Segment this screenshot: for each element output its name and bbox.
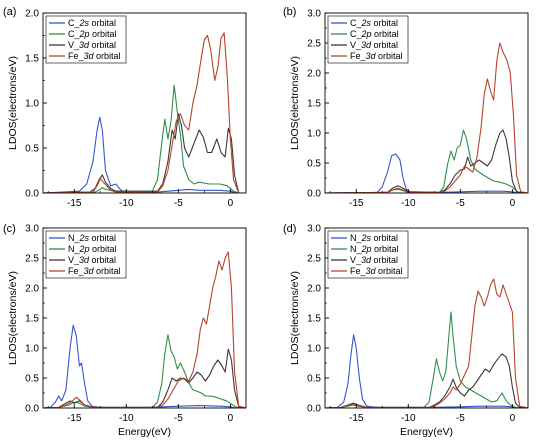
panel-letter: (b) <box>283 6 296 18</box>
x-tick-label: -10 <box>401 198 416 209</box>
y-tick-label: 1.0 <box>307 344 321 355</box>
x-tick-label: -5 <box>174 198 183 209</box>
x-tick-label: 0 <box>510 198 516 209</box>
panel-letter: (c) <box>3 223 16 235</box>
legend-box <box>327 230 409 279</box>
panel-a: (a) -15 -10 -5 0 0.0 0.5 1.0 1.5 2.0 LDOS(electron… <box>3 6 247 209</box>
y-tick-label: 2.0 <box>307 69 321 80</box>
x-tick-label: 0 <box>228 198 234 209</box>
y-tick-label: 2.5 <box>307 254 321 265</box>
x-tick-label: -15 <box>349 413 364 424</box>
legend-label: V_3d orbital <box>350 40 398 50</box>
legend-label: N_2p orbital <box>68 244 117 254</box>
y-tick-label: 0.5 <box>307 374 321 385</box>
series-line-c-2s-orbital <box>43 116 246 193</box>
legend-label: N_2p orbital <box>350 244 399 254</box>
y-tick-label: 0.5 <box>25 374 39 385</box>
legend-box <box>45 15 127 64</box>
x-tick-label: -10 <box>119 198 134 209</box>
series-line-fe-3d-orbital <box>325 42 528 193</box>
y-tick-label: 2.5 <box>307 39 321 50</box>
y-tick-label: 2.0 <box>25 284 39 295</box>
y-tick-label: 2.5 <box>25 254 39 265</box>
y-tick-label: 2.0 <box>307 284 321 295</box>
series-lines <box>43 251 246 408</box>
y-tick-label: 3.0 <box>307 224 321 235</box>
y-axis-title: LDOS(electrons/eV) <box>7 271 19 365</box>
legend-label: C_2p orbital <box>350 29 399 39</box>
series-lines <box>325 42 528 193</box>
y-tick-label: 1.0 <box>25 344 39 355</box>
legend-label: C_2s orbital <box>68 18 116 28</box>
y-tick-label: 1.5 <box>25 54 39 65</box>
legend-label: V_3d orbital <box>68 255 116 265</box>
series-line-v-3d-orbital <box>43 348 246 408</box>
series-line-c-2s-orbital <box>325 153 528 193</box>
y-tick-label: 0.0 <box>25 404 39 415</box>
y-axis-title: LDOS(electrons/eV) <box>289 56 301 150</box>
series-lines <box>325 278 528 408</box>
x-tick-label: -10 <box>401 413 416 424</box>
panel-letter: (a) <box>3 6 16 18</box>
panel-c: (c) -15 -10 -5 0 0.0 0.5 1.0 1.5 2.0 2.5 3.0 LDOS(el… <box>3 223 247 438</box>
y-tick-label: 1.5 <box>25 314 39 325</box>
y-tick-label: 0.5 <box>25 144 39 155</box>
y-tick-label: 1.0 <box>25 99 39 110</box>
y-tick-label: 3.0 <box>307 9 321 20</box>
legend-label: Fe_3d orbital <box>350 266 403 276</box>
y-tick-label: 0.5 <box>307 159 321 170</box>
series-line-fe-3d-orbital <box>325 278 528 408</box>
series-line-n-2s-orbital <box>43 324 246 408</box>
legend-box <box>327 15 409 64</box>
series-line-v-3d-orbital <box>43 113 246 193</box>
legend-label: V_3d orbital <box>350 255 398 265</box>
panel-d: (d) -15 -10 -5 0 0.0 0.5 1.0 1.5 2.0 2.5 3.0 LDOS(el… <box>283 223 529 438</box>
x-tick-label: -5 <box>456 198 465 209</box>
legend-label: C_2s orbital <box>350 18 398 28</box>
x-tick-label: -5 <box>174 413 183 424</box>
y-tick-label: 1.5 <box>307 314 321 325</box>
legend-label: Fe_3d orbital <box>350 51 403 61</box>
y-tick-label: 3.0 <box>25 224 39 235</box>
panel-b: (b) -15 -10 -5 0 0.0 0.5 1.0 1.5 2.0 2.5 3.0 LDOS(el… <box>283 6 529 209</box>
legend-label: Fe_3d orbital <box>68 266 121 276</box>
x-axis-title: Energy(eV) <box>400 426 453 438</box>
y-axis-title: LDOS(electrons/eV) <box>7 56 19 150</box>
legend-label: N_2s orbital <box>68 233 116 243</box>
x-tick-label: -5 <box>456 413 465 424</box>
y-tick-label: 1.0 <box>307 129 321 140</box>
y-tick-label: 0.0 <box>307 189 321 200</box>
series-lines <box>43 32 246 193</box>
x-tick-label: -15 <box>67 198 82 209</box>
x-tick-label: -15 <box>67 413 82 424</box>
legend-box <box>45 230 127 279</box>
y-tick-label: 1.5 <box>307 99 321 110</box>
x-axis-title: Energy(eV) <box>118 426 171 438</box>
x-tick-label: 0 <box>510 413 516 424</box>
series-line-n-2p-orbital <box>43 334 246 408</box>
y-tick-label: 0.0 <box>25 189 39 200</box>
series-line-n-2s-orbital <box>325 334 528 408</box>
series-line-fe-3d-orbital <box>43 251 246 408</box>
y-axis-title: LDOS(electrons/eV) <box>289 271 301 365</box>
series-line-c-2p-orbital <box>43 84 246 193</box>
legend-label: C_2p orbital <box>68 29 117 39</box>
x-tick-label: -15 <box>349 198 364 209</box>
y-tick-label: 2.0 <box>25 9 39 20</box>
legend-label: V_3d orbital <box>68 40 116 50</box>
legend-label: N_2s orbital <box>350 233 398 243</box>
y-tick-label: 0.0 <box>307 404 321 415</box>
x-tick-label: -10 <box>119 413 134 424</box>
series-line-v-3d-orbital <box>325 129 528 193</box>
legend-label: Fe_3d orbital <box>68 51 121 61</box>
series-line-fe-3d-orbital <box>43 32 246 193</box>
x-tick-label: 0 <box>228 413 234 424</box>
panel-letter: (d) <box>283 223 296 235</box>
